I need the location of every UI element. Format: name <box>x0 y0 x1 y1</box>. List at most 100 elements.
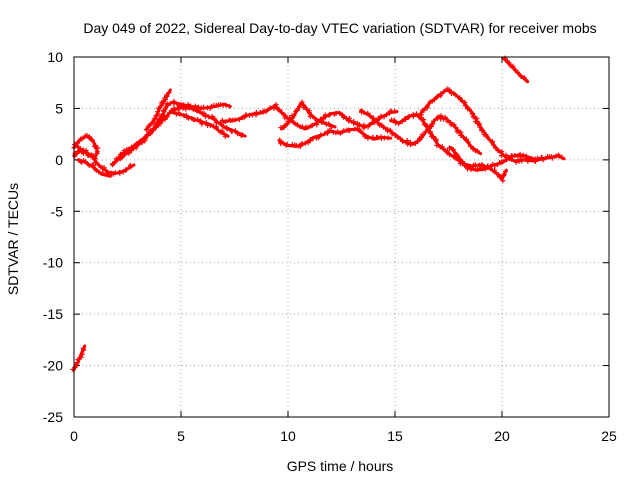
data-point-markers <box>139 127 156 146</box>
data-point-markers <box>162 90 172 101</box>
data-point-markers <box>88 153 102 168</box>
data-point-markers <box>232 112 249 123</box>
data-point-markers <box>301 105 312 114</box>
data-point-markers <box>94 149 100 157</box>
data-point-markers <box>354 120 367 129</box>
series-arc-10 <box>278 99 337 131</box>
data-point-markers <box>496 172 502 180</box>
x-axis-label: GPS time / hours <box>287 458 394 474</box>
data-point-markers <box>378 110 392 120</box>
data-point-markers <box>198 103 214 112</box>
data-point-markers <box>220 102 232 109</box>
data-point-markers <box>462 99 473 112</box>
data-point-markers <box>546 153 559 161</box>
data-point-markers <box>369 134 384 142</box>
data-point-markers <box>427 129 439 144</box>
data-point-markers <box>538 154 550 161</box>
data-point-markers <box>451 90 465 104</box>
data-point-markers <box>490 160 503 169</box>
x-tick-label: 20 <box>494 428 510 444</box>
data-point-markers <box>361 120 375 131</box>
data-point-markers <box>555 152 565 160</box>
data-point-markers <box>181 101 201 111</box>
data-point-markers <box>98 164 109 173</box>
data-point-markers <box>519 156 531 164</box>
data-point-markers <box>465 165 479 173</box>
x-tick-label: 25 <box>601 428 617 444</box>
data-point-markers <box>470 162 482 168</box>
series-arc-13 <box>418 86 566 165</box>
y-tick-label: -15 <box>43 306 63 322</box>
series-arc-16 <box>70 344 87 373</box>
data-point-markers <box>327 127 341 136</box>
data-point-markers <box>143 119 156 133</box>
data-point-markers <box>456 156 468 168</box>
data-point-markers <box>232 128 245 139</box>
series-arc-5 <box>113 98 232 162</box>
data-point-markers <box>220 123 235 135</box>
data-point-markers <box>421 117 432 131</box>
data-point-markers <box>523 153 537 163</box>
plot-frame <box>73 56 610 418</box>
y-tick-label: 5 <box>55 100 63 116</box>
data-point-markers <box>90 163 102 175</box>
data-point-markers <box>502 55 513 69</box>
data-point-markers <box>532 156 546 163</box>
data-point-markers <box>284 141 298 148</box>
data-point-markers <box>446 145 461 159</box>
data-point-markers <box>217 128 228 139</box>
data-point-markers <box>81 158 95 168</box>
data-point-markers <box>171 98 186 109</box>
series-arc-2 <box>72 147 136 177</box>
series-arc-9 <box>277 126 393 149</box>
series-arc-14 <box>446 145 547 173</box>
data-point-markers <box>442 114 457 128</box>
data-point-markers <box>151 109 161 122</box>
data-point-markers <box>299 99 307 108</box>
y-axis-label: SDTVAR / TECUs <box>5 183 21 295</box>
data-point-markers <box>318 128 331 138</box>
data-point-markers <box>289 104 303 121</box>
data-point-markers <box>84 132 94 143</box>
data-point-markers <box>195 117 211 128</box>
data-point-markers <box>475 165 485 173</box>
data-point-markers <box>112 169 126 176</box>
data-point-markers <box>210 115 225 128</box>
data-point-markers <box>378 134 391 141</box>
data-point-markers <box>199 110 215 120</box>
data-point-markers <box>123 162 134 173</box>
data-point-markers <box>246 109 263 118</box>
data-point-markers <box>100 170 111 178</box>
data-point-markers <box>183 112 198 123</box>
data-point-markers <box>482 163 494 172</box>
data-point-markers <box>323 121 335 130</box>
data-point-markers <box>498 155 512 165</box>
data-point-markers <box>211 102 223 108</box>
data-point-markers <box>396 116 409 127</box>
data-point-markers <box>306 110 318 121</box>
x-tick-label: 5 <box>177 428 185 444</box>
data-point-markers <box>320 112 332 122</box>
y-tick-label: -20 <box>43 358 63 374</box>
data-point-markers <box>164 101 173 107</box>
axis-ticks: 0 5 10 15 20 25 -25 -20 -15 -10 -5 0 5 10 <box>43 49 617 444</box>
series-arc-11 <box>358 108 483 156</box>
y-tick-label: -25 <box>43 409 63 425</box>
data-point-markers <box>513 158 525 165</box>
series-arc-15 <box>502 55 530 84</box>
data-point-markers <box>277 107 288 121</box>
data-point-markers <box>72 148 82 159</box>
data-point-markers <box>169 105 181 114</box>
data-point-markers <box>453 125 464 138</box>
data-series <box>70 55 566 373</box>
series-arc-7 <box>170 108 230 139</box>
data-point-markers <box>155 97 168 111</box>
series-line <box>419 88 566 163</box>
data-point-markers <box>315 117 327 125</box>
data-point-markers <box>278 117 293 131</box>
data-point-markers <box>477 124 489 139</box>
data-point-markers <box>78 133 88 142</box>
data-point-markers <box>461 134 474 149</box>
data-point-markers <box>76 144 83 152</box>
